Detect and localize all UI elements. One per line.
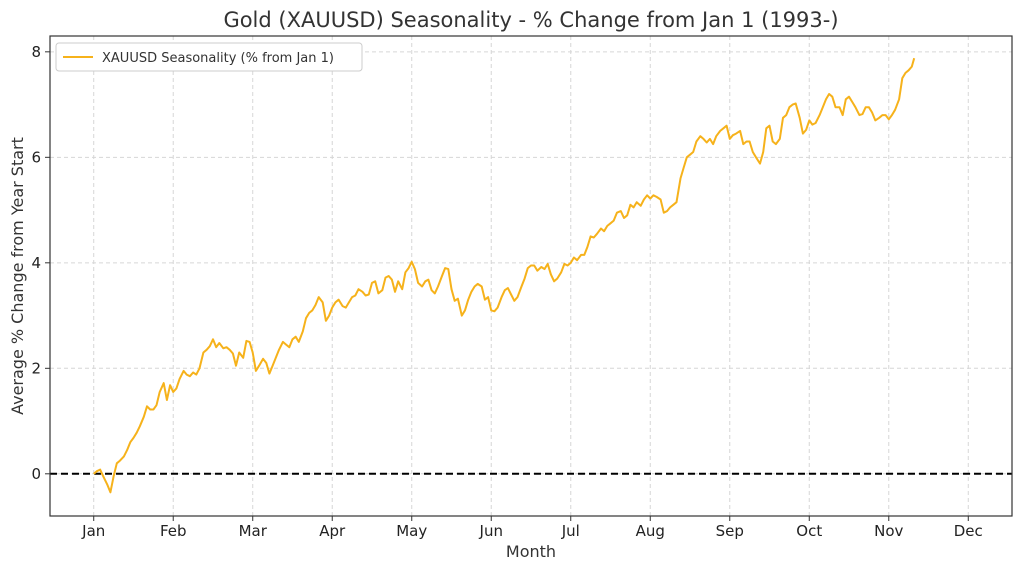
legend-box (55, 42, 363, 72)
x-tick-label: Jan (81, 522, 105, 540)
x-tick-label: Oct (796, 522, 822, 540)
legend-label-xauusd: XAUUSD Seasonality (% from Jan 1) (102, 51, 334, 66)
gridlines (50, 36, 1012, 516)
x-tick-label: Aug (636, 522, 665, 540)
x-tick-label: Feb (160, 522, 187, 540)
axis-ticks: Jan Feb Mar Apr May Jun Jul Aug Sep Oct Nov Dec 0 2 4 6… (31, 43, 982, 540)
x-tick-label: Apr (319, 522, 346, 540)
chart-title: Gold (XAUUSD) Seasonality - % Change fro… (223, 8, 838, 32)
y-tick-label: 0 (31, 465, 41, 483)
y-tick-label: 4 (31, 254, 41, 272)
x-tick-label: May (396, 522, 427, 540)
x-tick-label: Dec (954, 522, 983, 540)
legend: XAUUSD Seasonality (% from Jan 1) (55, 42, 363, 72)
y-tick-label: 8 (31, 43, 41, 61)
x-tick-label: Nov (874, 522, 903, 540)
x-tick-label: Jun (479, 522, 503, 540)
series-line-xauusd (93, 57, 916, 494)
x-axis-label: Month (506, 542, 556, 561)
x-tick-label: Sep (716, 522, 744, 540)
y-axis-label: Average % Change from Year Start (8, 137, 27, 415)
x-tick-label: Mar (239, 522, 268, 540)
y-tick-label: 2 (31, 359, 41, 377)
x-tick-label: Jul (561, 522, 580, 540)
y-tick-label: 6 (31, 148, 41, 166)
plot-frame (49, 35, 1013, 517)
